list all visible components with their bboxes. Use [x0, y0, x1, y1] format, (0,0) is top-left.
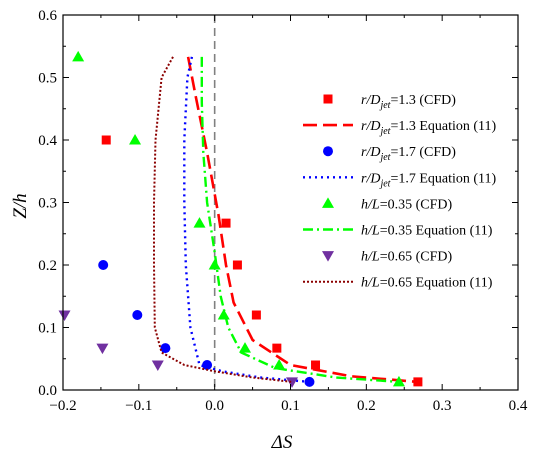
data-point-triangle-up [239, 342, 251, 353]
data-point-circle [98, 260, 109, 270]
x-tick-label: 0.1 [281, 398, 300, 414]
series-line [183, 56, 310, 384]
x-tick-label: 0.2 [357, 398, 376, 414]
y-tick-label: 0.0 [38, 383, 57, 399]
y-tick-label: 0.5 [38, 71, 57, 87]
series-line [153, 56, 293, 383]
legend-item-8: h/L=0.65 Equation (11) [303, 276, 493, 291]
data-point-circle [160, 343, 171, 354]
x-tick-label: 0.0 [205, 398, 224, 414]
data-point-square [311, 360, 321, 370]
data-point-square [251, 310, 261, 320]
series-7 [58, 310, 299, 388]
data-point-square [101, 135, 111, 145]
legend-label: r/Djet=1.3 Equation (11) [361, 119, 497, 137]
data-point-triangle-down [151, 360, 164, 371]
x-tick-label: −0.2 [49, 398, 76, 414]
y-tick-label: 0.1 [38, 321, 57, 337]
legend-item-2: r/Djet=1.3 Equation (11) [303, 119, 497, 137]
legend-item-1: r/Djet=1.3 (CFD) [323, 93, 456, 111]
x-axis-title: ΔS [271, 432, 293, 453]
series-line [200, 56, 399, 384]
y-axis-title: Z/h [10, 193, 31, 218]
x-tick-label: 0.3 [433, 398, 452, 414]
legend-label: h/L=0.35 (CFD) [361, 197, 452, 212]
legend-item-4: r/Djet=1.7 Equation (11) [303, 171, 497, 189]
data-point-square [323, 94, 333, 104]
series-6 [200, 56, 399, 384]
legend-label: h/L=0.65 (CFD) [361, 250, 452, 265]
x-tick-label: 0.4 [509, 398, 528, 414]
series-3 [98, 260, 315, 387]
legend-item-3: r/Djet=1.7 (CFD) [323, 145, 456, 163]
data-point-triangle-up [129, 134, 142, 145]
y-tick-label: 0.6 [38, 8, 57, 24]
series-5 [72, 50, 405, 387]
chart-ticks-layer: −0.2 −0.1 0.0 0.1 0.2 0.3 0.4 0.0 0.1 0.2 0.3 0.4 0.… [38, 8, 528, 414]
legend-label: h/L=0.35 Equation (11) [361, 224, 493, 239]
data-point-square [221, 218, 231, 228]
data-point-triangle-up [72, 50, 85, 62]
legend-item-7: h/L=0.65 (CFD) [322, 250, 452, 265]
series-8 [153, 56, 293, 383]
data-point-circle [132, 310, 143, 320]
chart-series-layer [58, 50, 423, 388]
data-point-square [232, 260, 242, 270]
legend-label: h/L=0.65 Equation (11) [361, 276, 493, 291]
legend-item-6: h/L=0.35 Equation (11) [303, 224, 493, 239]
data-point-triangle-up [322, 197, 334, 208]
legend-label: r/Djet=1.3 (CFD) [361, 93, 456, 111]
data-point-triangle-down [58, 310, 71, 321]
data-point-triangle-up [273, 359, 286, 370]
y-tick-label: 0.4 [38, 133, 57, 149]
data-point-triangle-down [96, 343, 109, 355]
data-point-square [272, 343, 282, 353]
legend-label: r/Djet=1.7 Equation (11) [361, 171, 497, 189]
data-point-triangle-up [193, 217, 206, 228]
data-point-triangle-up [208, 259, 221, 270]
legend-item-5: h/L=0.35 (CFD) [322, 197, 452, 212]
x-tick-label: −0.1 [125, 398, 152, 414]
data-point-circle [202, 360, 213, 370]
chart-legend: r/Djet=1.3 (CFD) r/Djet=1.3 Equation (11)… [303, 93, 497, 291]
y-tick-label: 0.2 [38, 258, 57, 274]
series-4 [183, 56, 310, 384]
y-tick-label: 0.3 [38, 196, 57, 212]
legend-label: r/Djet=1.7 (CFD) [361, 145, 456, 163]
data-point-circle [323, 146, 333, 157]
data-point-triangle-down [322, 251, 334, 262]
data-point-triangle-down [286, 377, 299, 388]
